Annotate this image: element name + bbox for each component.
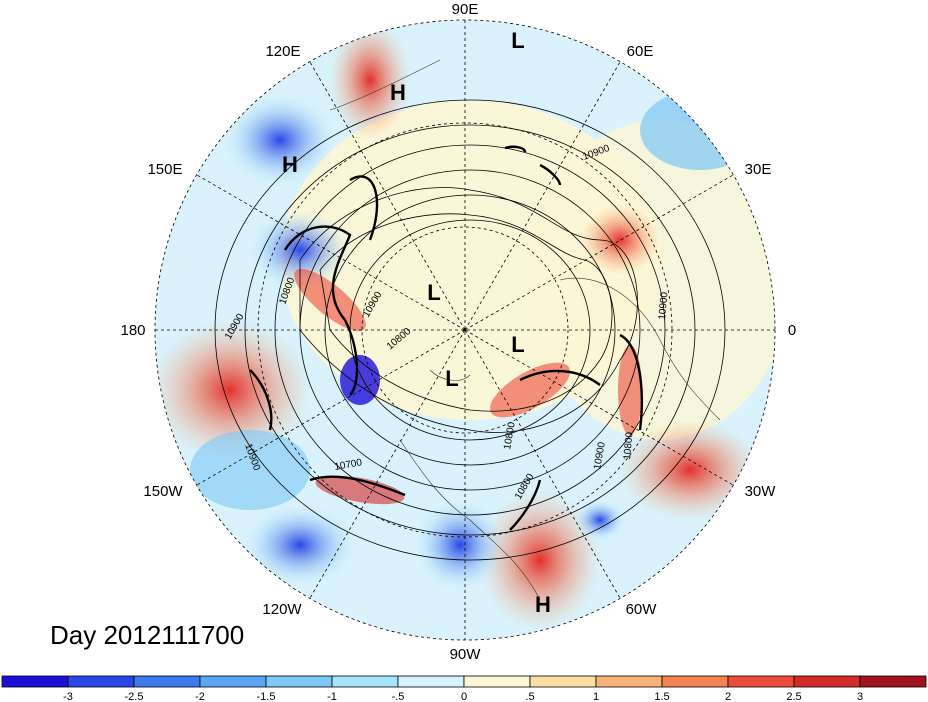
contour-label: 10900 — [657, 291, 670, 320]
colorbar-box — [859, 675, 927, 688]
lon-label-180: 180 — [120, 322, 145, 339]
lon-label-30w: 30W — [745, 483, 777, 500]
colorbar-tick-label: 1.5 — [654, 691, 669, 702]
low-center: L — [511, 28, 524, 53]
colorbar-box — [199, 675, 267, 688]
low-center: L — [427, 280, 440, 305]
colorbar-box — [529, 675, 597, 688]
colorbar-box — [265, 675, 333, 688]
colorbar-box — [397, 675, 465, 688]
lon-label-120w: 120W — [262, 601, 302, 618]
lon-label-30e: 30E — [745, 161, 772, 178]
high-center: H — [535, 592, 551, 617]
lon-label-90w: 90W — [450, 646, 482, 663]
colorbar-tick-label: -2.5 — [125, 691, 144, 702]
colorbar-box — [67, 675, 135, 688]
colorbar-tick-label: 0 — [461, 691, 467, 702]
contour-label: 10800 — [622, 431, 635, 460]
colorbar-tick-label: 3 — [857, 691, 863, 702]
lon-label-150w: 150W — [143, 483, 183, 500]
colorbar-tick-label: -2 — [195, 691, 205, 702]
colorbar-tick-label: -.5 — [392, 691, 405, 702]
colorbar-box — [793, 675, 861, 688]
colorbar-ticks: -3 -2.5 -2 -1.5 -1 -.5 0 .5 1 1.5 2 2.5 3 — [63, 691, 863, 702]
day-label: Day 2012111700 — [50, 620, 245, 650]
high-center: H — [390, 80, 406, 105]
polar-map: 90E 60E 30E 0 30W 60W 90W 120W 150W 180 … — [120, 1, 796, 663]
lon-label-90e: 90E — [452, 1, 479, 18]
colorbar-tick-label: 1 — [593, 691, 599, 702]
coastlines — [329, 59, 721, 601]
longitude-labels: 90E 60E 30E 0 30W 60W 90W 120W 150W 180 … — [120, 1, 796, 663]
colorbar-box — [133, 675, 201, 688]
wind-speed-contours — [249, 145, 643, 531]
contour-label: 10900 — [592, 441, 608, 471]
pressure-centers: H H L L L L H — [282, 28, 551, 617]
colorbar-box — [727, 675, 795, 688]
low-center: L — [445, 366, 458, 391]
colorbar-tick-label: -3 — [63, 691, 73, 702]
colorbar-tick-label: -1 — [327, 691, 337, 702]
colorbar-tick-label: .5 — [525, 691, 534, 702]
contour-label: 10800 — [502, 421, 518, 451]
colorbar: -3 -2.5 -2 -1.5 -1 -.5 0 .5 1 1.5 2 2.5 3 — [1, 675, 927, 702]
lon-label-60w: 60W — [626, 601, 658, 618]
colorbar-tick-label: -1.5 — [257, 691, 276, 702]
colorbar-tick-label: 2 — [725, 691, 731, 702]
lon-label-0: 0 — [788, 322, 796, 339]
anomaly-field — [155, 20, 775, 640]
colorbar-box — [595, 675, 663, 688]
colorbar-boxes — [1, 675, 927, 688]
colorbar-box — [463, 675, 531, 688]
lon-label-150e: 150E — [147, 161, 182, 178]
colorbar-box — [1, 675, 69, 688]
high-center: H — [282, 152, 298, 177]
contour-label: 10700 — [334, 457, 364, 473]
lon-label-120e: 120E — [265, 43, 300, 60]
colorbar-tick-label: 2.5 — [786, 691, 801, 702]
colorbar-box — [331, 675, 399, 688]
low-center: L — [511, 332, 524, 357]
graticule — [154, 19, 776, 641]
colorbar-box — [661, 675, 729, 688]
lon-label-60e: 60E — [627, 43, 654, 60]
